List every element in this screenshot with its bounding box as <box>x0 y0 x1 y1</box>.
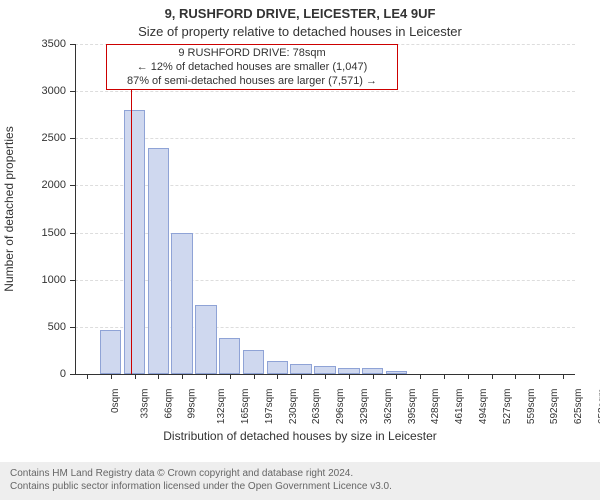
x-tick-label: 461sqm <box>454 389 465 425</box>
histogram-bar <box>195 305 216 374</box>
x-tick-label: 263sqm <box>311 389 322 425</box>
y-tick-label: 3500 <box>0 38 66 50</box>
y-tick-label: 1000 <box>0 274 66 286</box>
x-tick-label: 66sqm <box>163 389 174 419</box>
y-tick-label: 0 <box>0 368 66 380</box>
x-tick-label: 296sqm <box>335 389 346 425</box>
x-tick-label: 592sqm <box>550 389 561 425</box>
histogram-bar <box>100 330 121 374</box>
info-box: 9 RUSHFORD DRIVE: 78sqm ← 12% of detache… <box>106 44 398 90</box>
x-tick-label: 362sqm <box>383 389 394 425</box>
plot-area <box>75 44 575 374</box>
histogram-bar <box>219 338 240 374</box>
footer-line-1: Contains HM Land Registry data © Crown c… <box>10 467 590 480</box>
gridline <box>75 138 575 140</box>
histogram-bar <box>124 110 145 374</box>
x-tick-label: 197sqm <box>264 389 275 425</box>
x-tick-label: 230sqm <box>288 389 299 425</box>
x-tick-label: 0sqm <box>110 389 121 413</box>
x-tick-label: 99sqm <box>187 389 198 419</box>
x-tick-label: 395sqm <box>407 389 418 425</box>
gridline <box>75 91 575 93</box>
x-tick-label: 165sqm <box>240 389 251 425</box>
info-line-1: 9 RUSHFORD DRIVE: 78sqm <box>111 47 393 61</box>
footer: Contains HM Land Registry data © Crown c… <box>0 462 600 500</box>
y-tick-label: 2500 <box>0 132 66 144</box>
y-tick-label: 2000 <box>0 179 66 191</box>
x-tick-label: 527sqm <box>502 389 513 425</box>
info-line-3: 87% of semi-detached houses are larger (… <box>111 75 393 89</box>
histogram-bar <box>148 148 169 374</box>
chart-title-line2: Size of property relative to detached ho… <box>0 24 600 39</box>
x-tick-label: 625sqm <box>573 389 584 425</box>
chart-title-line1: 9, RUSHFORD DRIVE, LEICESTER, LE4 9UF <box>0 6 600 21</box>
x-tick-label: 494sqm <box>478 389 489 425</box>
histogram-bar <box>314 366 335 374</box>
footer-line-2: Contains public sector information licen… <box>10 480 590 493</box>
property-marker-line <box>131 44 132 374</box>
x-axis-title: Distribution of detached houses by size … <box>0 429 600 443</box>
histogram-bar <box>267 361 288 374</box>
histogram-bar <box>243 350 264 375</box>
x-tick-label: 132sqm <box>216 389 227 425</box>
y-axis-line <box>75 44 76 374</box>
y-axis-title: Number of detached properties <box>2 126 16 291</box>
y-tick-label: 1500 <box>0 227 66 239</box>
x-axis-line <box>75 374 575 375</box>
y-tick-label: 3000 <box>0 85 66 97</box>
chart-container: 9, RUSHFORD DRIVE, LEICESTER, LE4 9UF Si… <box>0 0 600 500</box>
info-line-2: ← 12% of detached houses are smaller (1,… <box>111 61 393 75</box>
x-tick-label: 33sqm <box>139 389 150 419</box>
x-tick-label: 428sqm <box>431 389 442 425</box>
y-tick-label: 500 <box>0 321 66 333</box>
x-tick-label: 329sqm <box>359 389 370 425</box>
x-tick-label: 559sqm <box>526 389 537 425</box>
histogram-bar <box>171 233 192 374</box>
histogram-bar <box>290 364 311 374</box>
